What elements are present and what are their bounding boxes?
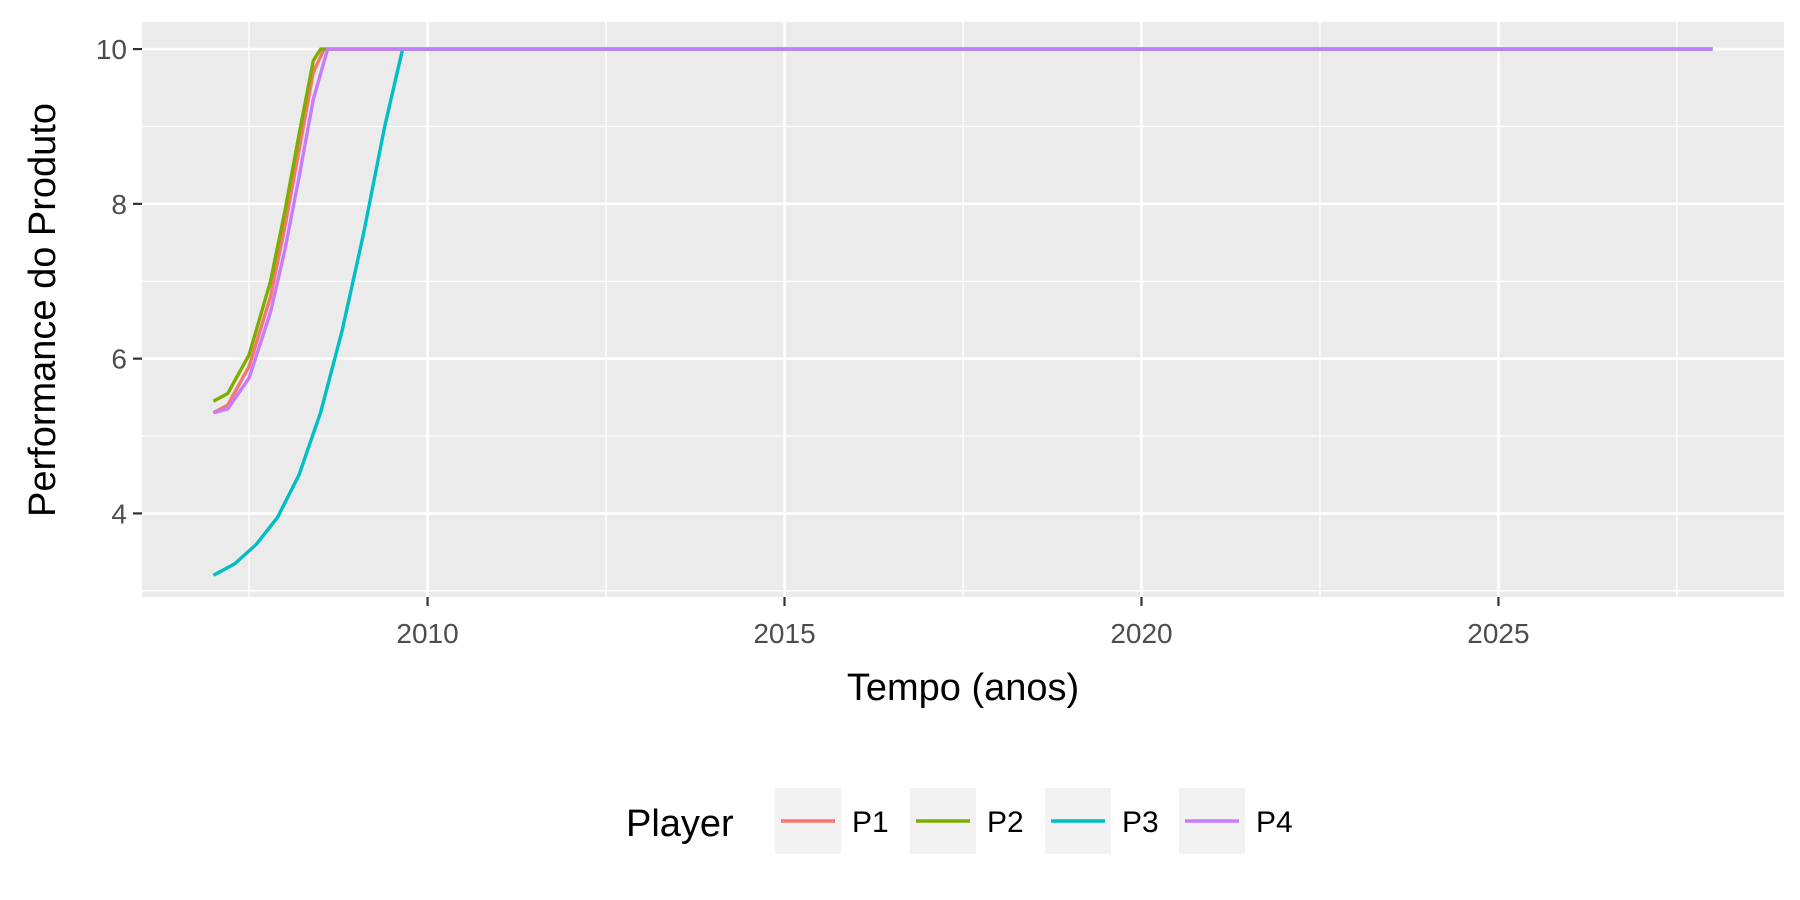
legend-label-p4: P4 — [1256, 806, 1293, 839]
major-gridlines — [142, 22, 1784, 597]
y-tick-label: 10 — [96, 34, 127, 65]
legend-label-p1: P1 — [852, 806, 889, 839]
x-axis: 2010 2015 2020 2025 — [396, 597, 1530, 649]
y-tick-label: 8 — [111, 189, 127, 220]
legend-title: Player — [626, 803, 734, 845]
y-axis: 4 6 8 10 — [96, 34, 142, 529]
x-axis-title: Tempo (anos) — [847, 667, 1079, 709]
y-tick-label: 6 — [111, 344, 127, 375]
minor-gridlines — [142, 22, 1784, 597]
legend-label-p3: P3 — [1122, 806, 1159, 839]
x-tick-label: 2010 — [396, 618, 458, 649]
x-tick-label: 2025 — [1467, 618, 1529, 649]
series-line-p4 — [212, 47, 1713, 415]
series-line-p1 — [212, 47, 1713, 415]
y-tick-label: 4 — [111, 498, 127, 529]
x-tick-label: 2015 — [753, 618, 815, 649]
x-tick-label: 2020 — [1110, 618, 1172, 649]
series-line-p2 — [212, 47, 1713, 403]
series-line-p3 — [212, 47, 1713, 577]
y-axis-title: Performance do Produto — [22, 103, 64, 517]
series-lines — [212, 47, 1713, 577]
legend: Player P1 P2 P3 P4 — [626, 788, 1293, 854]
legend-label-p2: P2 — [987, 806, 1024, 839]
